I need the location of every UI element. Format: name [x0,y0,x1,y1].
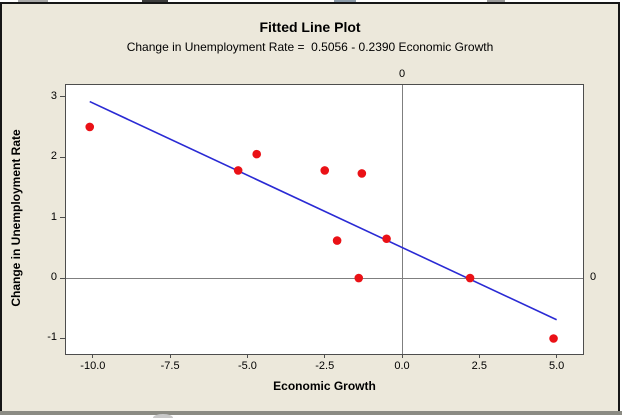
regression-equation: Change in Unemployment Rate = 0.5056 - 0… [126,40,494,54]
x-tick-label: -10.0 [80,360,106,372]
x-tick-label: 5.0 [548,360,565,372]
y-tick-mark [60,156,65,158]
y-tick-mark [60,96,65,98]
y-tick-mark [60,217,65,219]
x-tick-mark [246,354,248,358]
window-border-left [0,2,2,411]
x-tick-mark [324,354,326,358]
x-axis-label: Economic Growth [273,379,376,393]
y-zero-reference-line [66,277,583,279]
top-edge-artifact [18,0,48,2]
top-edge-artifact [142,0,168,3]
y-tick-label: 3 [50,89,57,102]
x-tick-label: 2.5 [471,360,487,372]
y-tick-mark [60,277,65,279]
x-zero-reference-line [401,85,403,354]
y-zero-reference-label: 0 [590,271,597,284]
x-tick-label: -2.5 [315,360,335,372]
top-edge-artifact [334,0,356,2]
chart-title: Fitted Line Plot [259,19,361,35]
y-tick-label: 0 [50,271,57,284]
x-tick-mark [556,354,558,358]
x-tick-mark [169,354,171,358]
y-tick-mark [60,337,65,339]
x-tick-mark [478,354,480,358]
window-border-top [0,2,620,4]
x-tick-mark [92,354,94,358]
plot-figure: Fitted Line Plot Change in Unemployment … [2,4,618,411]
y-tick-label: 2 [50,150,57,163]
y-axis-label: Change in Unemployment Rate [9,129,23,307]
bottom-edge-artifact [153,414,173,418]
x-tick-label: -7.5 [160,360,180,372]
x-zero-reference-label: 0 [399,68,406,80]
y-tick-label: 1 [50,210,57,223]
window-border-bottom [0,411,622,415]
y-tick-label: -1 [47,331,57,344]
window-border-right [618,2,620,411]
plot-area [65,84,584,355]
x-tick-mark [401,354,403,358]
top-edge-artifact [487,0,505,3]
x-tick-label: 0.0 [394,360,410,372]
x-tick-label: -5.0 [237,360,257,372]
